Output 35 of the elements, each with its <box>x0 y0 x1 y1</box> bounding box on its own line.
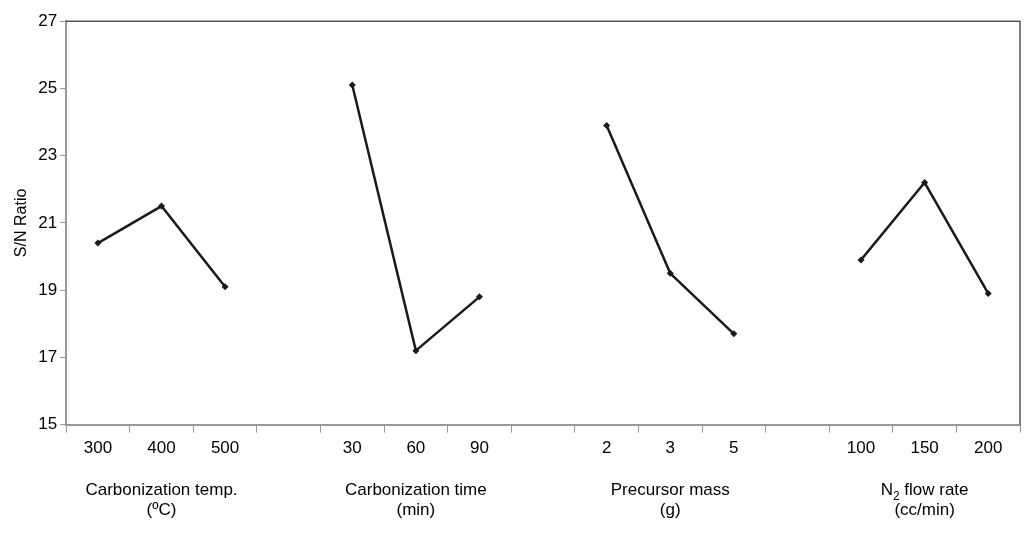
x-tick-label: 150 <box>910 438 939 458</box>
x-tick-label: 300 <box>83 438 113 458</box>
x-tick-label: 60 <box>406 438 426 458</box>
x-tick-label: 400 <box>147 438 176 458</box>
y-axis-title: S/N Ratio <box>12 188 30 258</box>
point <box>984 290 992 297</box>
y-tick-label: 21 <box>38 212 58 232</box>
x-tick-label: 5 <box>729 438 739 458</box>
text: Carbonization temp. (ºC) <box>85 479 238 519</box>
point <box>921 179 929 187</box>
point <box>857 256 865 264</box>
point <box>94 239 102 247</box>
x-tick-label: 2 <box>601 438 612 458</box>
point <box>730 330 738 338</box>
y-tick-label: 27 <box>38 10 58 30</box>
x-tick-label: 100 <box>846 438 876 458</box>
x-tick-label: 30 <box>342 438 362 458</box>
y-tick-label: 23 <box>38 145 58 165</box>
point <box>158 202 165 210</box>
point <box>603 121 611 129</box>
y-tick-label: 17 <box>38 347 58 367</box>
text: Precursor mass (g) <box>610 479 730 519</box>
x-tick-label: 500 <box>210 438 240 458</box>
text: Carbonization time (min) <box>345 479 487 519</box>
x-tick-label: 90 <box>470 438 489 458</box>
point <box>348 81 356 89</box>
point <box>221 283 229 291</box>
y-tick-label: 19 <box>38 279 58 299</box>
point <box>666 269 674 277</box>
point <box>475 293 483 301</box>
point <box>412 347 420 355</box>
y-tick-label: 25 <box>38 78 58 98</box>
x-tick-label: 3 <box>665 438 675 458</box>
y-tick-label: 15 <box>38 414 58 434</box>
x-tick-label: 200 <box>974 438 1003 458</box>
